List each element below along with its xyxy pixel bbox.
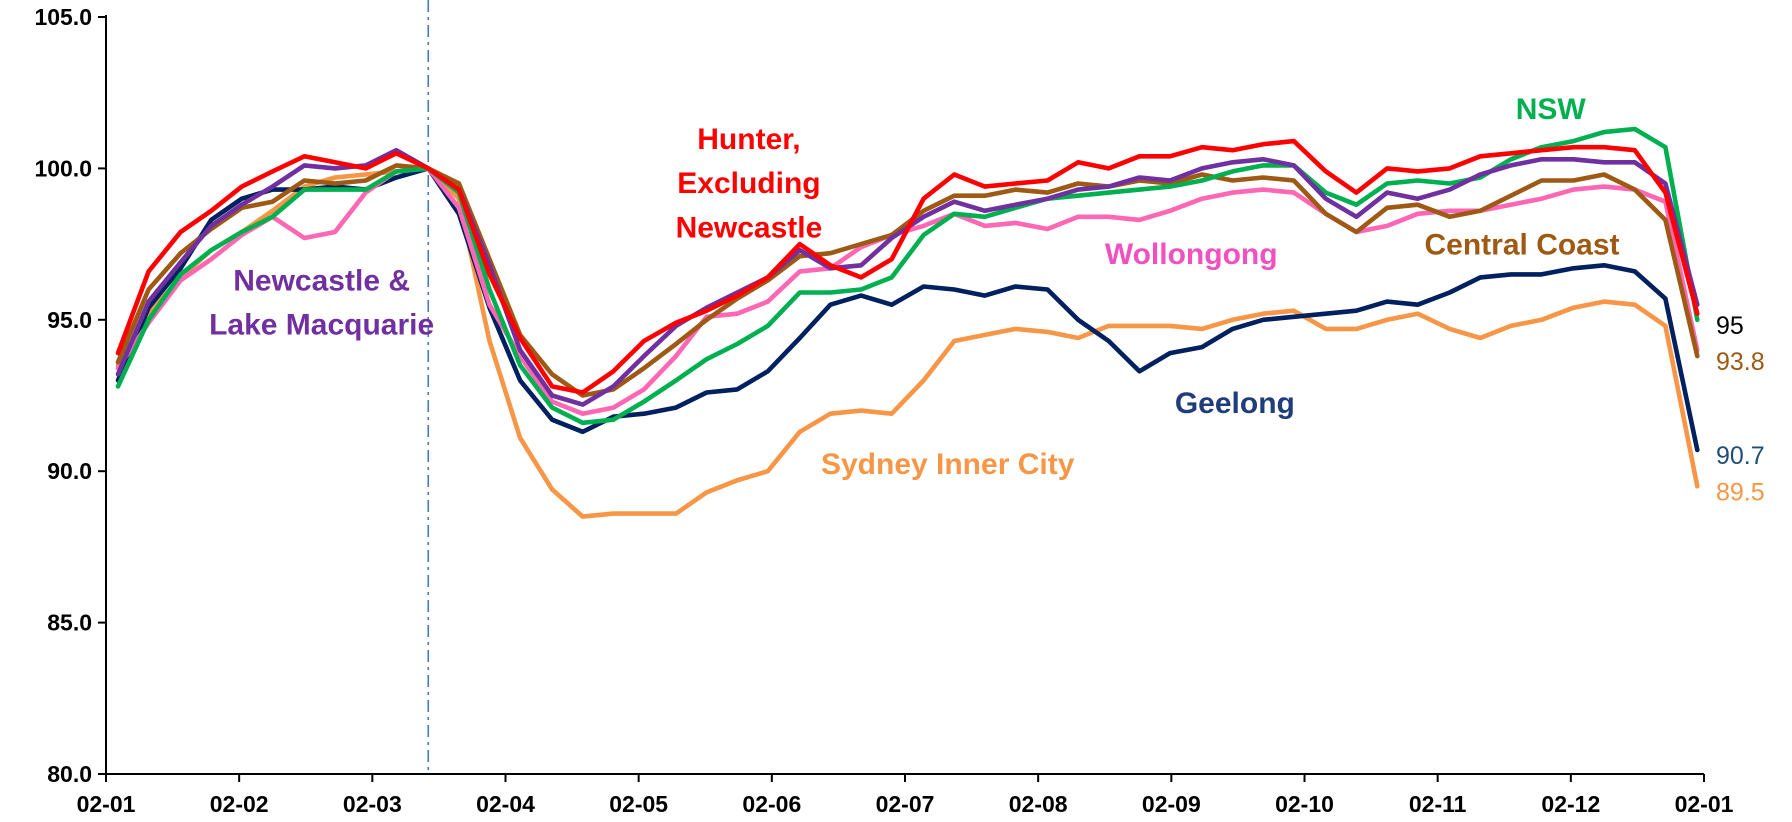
y-tick-label: 100.0 (34, 155, 92, 181)
series-label: NSW (1516, 93, 1587, 126)
series-label: Hunter, Excluding Newcastle (676, 123, 823, 244)
series-line (115, 138, 1700, 395)
x-tick-label: 02-04 (476, 791, 535, 817)
end-value-label: 93.8 (1716, 348, 1765, 376)
x-tick-label: 02-01 (1675, 791, 1734, 817)
series-label-line: NSW (1516, 93, 1587, 126)
y-tick-label: 90.0 (47, 458, 92, 484)
x-tick-label: 02-02 (210, 791, 269, 817)
series-label-line: Excluding (677, 167, 820, 200)
series-label-line: Geelong (1175, 387, 1295, 420)
x-tick-label: 02-11 (1409, 791, 1467, 817)
series-label-line: Newcastle & (233, 264, 410, 297)
series-label: Central Coast (1425, 229, 1620, 262)
end-value-label: 89.5 (1716, 478, 1765, 506)
x-tick-label: 02-09 (1142, 791, 1201, 817)
x-tick-label: 02-07 (876, 791, 935, 817)
series-label: Wollongong (1105, 238, 1278, 271)
series-label: Geelong (1175, 387, 1295, 420)
y-tick-label: 85.0 (47, 610, 92, 636)
series-line (115, 163, 1700, 398)
series-label-line: Central Coast (1425, 229, 1620, 262)
x-tick-label: 02-06 (742, 791, 801, 817)
y-tick-label: 95.0 (47, 307, 92, 333)
x-tick-label: 02-05 (609, 791, 668, 817)
series-line (115, 126, 1700, 426)
series-label-line: Lake Macquarie (209, 309, 434, 342)
series-label-line: Newcastle (676, 211, 823, 244)
end-value-label: 90.7 (1716, 442, 1765, 470)
series-label-line: Wollongong (1105, 238, 1278, 271)
series-label-line: Sydney Inner City (821, 448, 1075, 481)
x-tick-label: 02-03 (343, 791, 402, 817)
x-tick-label: 02-08 (1009, 791, 1068, 817)
x-tick-label: 02-10 (1275, 791, 1334, 817)
y-tick-label: 105.0 (34, 4, 92, 30)
series-label: Sydney Inner City (821, 448, 1075, 481)
series-label: Newcastle & Lake Macquarie (209, 264, 434, 341)
y-tick-label: 80.0 (47, 761, 92, 787)
x-tick-label: 02-01 (77, 791, 136, 817)
series-label-line: Hunter, (697, 123, 800, 156)
x-tick-label: 02-12 (1541, 791, 1600, 817)
end-value-label: 95 (1716, 312, 1744, 340)
